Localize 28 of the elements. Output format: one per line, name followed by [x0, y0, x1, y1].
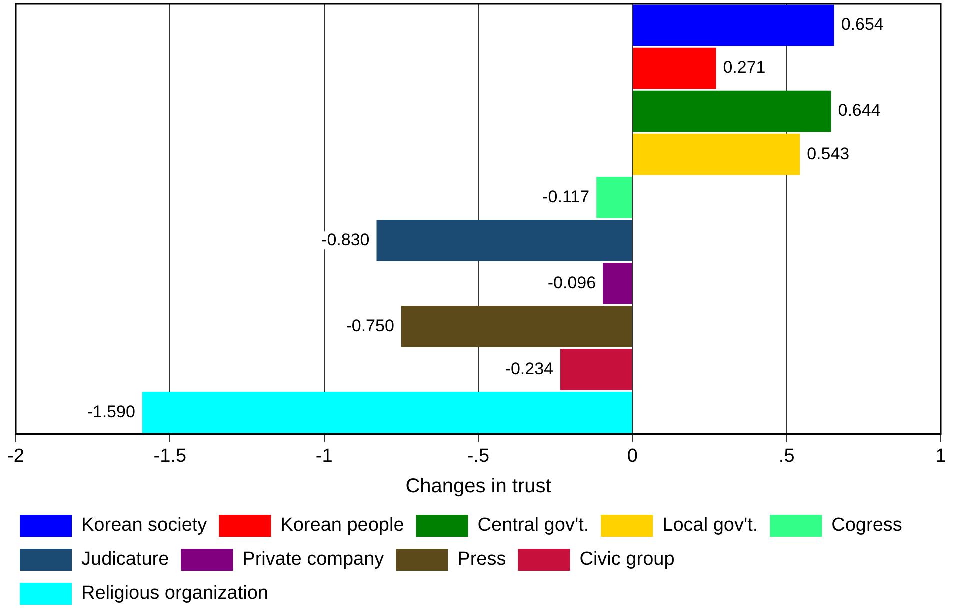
legend-label: Judicature [82, 549, 170, 570]
data-label: -1.590 [87, 402, 136, 422]
data-label: -0.096 [548, 273, 596, 292]
legend-label: Civic group [580, 549, 675, 570]
data-label: 0.543 [807, 144, 850, 164]
data-label: -0.830 [322, 230, 370, 250]
legend-label: Private company [242, 549, 385, 570]
legend-label: Cogress [832, 515, 902, 536]
x-tick-label: -1 [316, 446, 333, 467]
legend-label: Press [458, 549, 506, 570]
legend-label: Central gov't. [478, 515, 590, 536]
legend-label: Religious organization [82, 583, 268, 604]
data-label: -0.117 [542, 187, 590, 206]
legend-label: Local gov't. [662, 515, 758, 536]
x-tick-label: -.5 [467, 446, 490, 467]
data-label: -0.234 [505, 359, 554, 378]
x-tick-label: -1.5 [154, 446, 187, 467]
legend-label: Korean society [82, 515, 208, 536]
legend-label: Korean people [280, 515, 404, 536]
data-label: 0.654 [841, 15, 884, 34]
data-label: -0.750 [346, 316, 394, 336]
data-label: 0.644 [838, 101, 881, 120]
x-tick-label: .5 [778, 446, 795, 467]
x-tick-label: -2 [8, 446, 24, 467]
x-tick-label: 1 [936, 446, 946, 467]
x-axis-title: Changes in trust [406, 476, 552, 498]
data-label: 0.271 [723, 58, 766, 78]
x-tick-label: 0 [627, 446, 638, 467]
